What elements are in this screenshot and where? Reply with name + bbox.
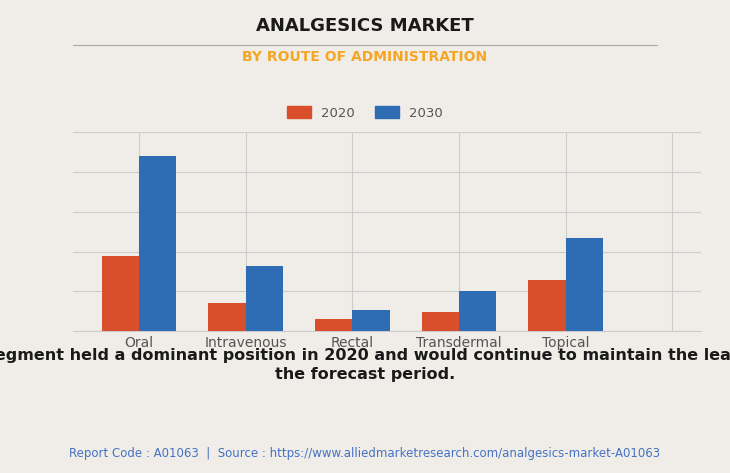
Text: BY ROUTE OF ADMINISTRATION: BY ROUTE OF ADMINISTRATION: [242, 50, 488, 64]
Text: ANALGESICS MARKET: ANALGESICS MARKET: [256, 17, 474, 35]
Bar: [245, 266, 283, 331]
Bar: [529, 280, 566, 331]
Text: Oral segment held a dominant position in 2020 and would continue to maintain the: Oral segment held a dominant position in…: [0, 348, 730, 363]
Bar: [139, 156, 176, 331]
Bar: [566, 237, 603, 331]
Bar: [353, 310, 390, 331]
Bar: [208, 303, 245, 331]
Bar: [315, 319, 353, 331]
Legend: 2020, 2030: 2020, 2030: [282, 101, 448, 125]
Bar: [101, 256, 139, 331]
Text: Report Code : A01063  |  Source : https://www.alliedmarketresearch.com/analgesic: Report Code : A01063 | Source : https://…: [69, 447, 661, 460]
Text: the forecast period.: the forecast period.: [275, 367, 455, 382]
Bar: [459, 291, 496, 331]
Bar: [421, 312, 459, 331]
